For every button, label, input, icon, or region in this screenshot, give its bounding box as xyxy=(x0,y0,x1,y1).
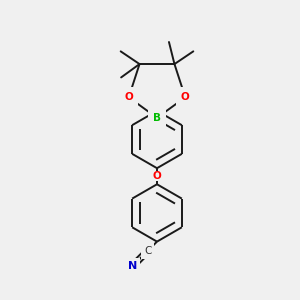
Text: O: O xyxy=(124,92,133,102)
Text: N: N xyxy=(128,261,137,271)
Text: B: B xyxy=(153,113,161,123)
Text: O: O xyxy=(181,92,190,102)
Text: O: O xyxy=(153,171,161,181)
Text: C: C xyxy=(144,246,151,256)
